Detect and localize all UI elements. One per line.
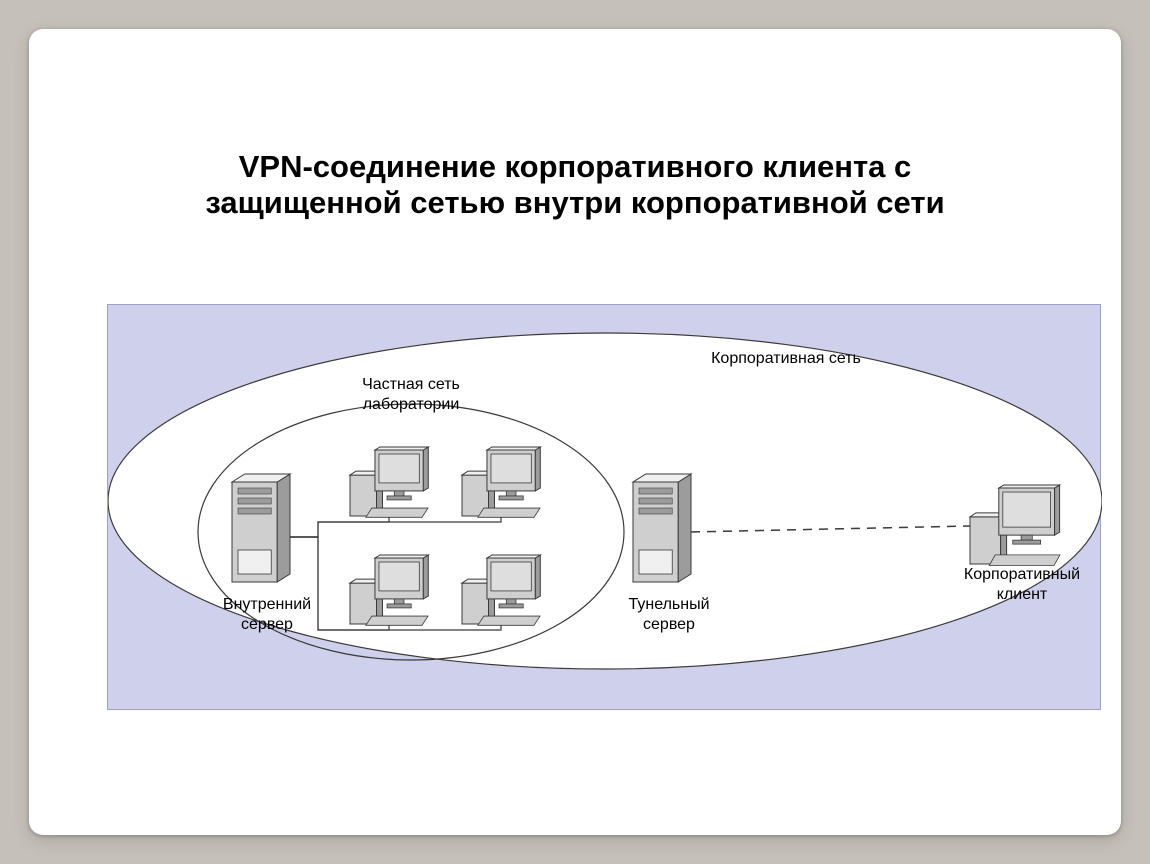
label-internal-server: Внутренний сервер: [197, 595, 337, 635]
diagram-container: Корпоративная сеть Частная сеть лаборато…: [107, 304, 1101, 710]
slide-title: VPN-соединение корпоративного клиента с …: [29, 149, 1121, 221]
network-diagram: [108, 305, 1102, 711]
content-card: VPN-соединение корпоративного клиента с …: [29, 29, 1121, 835]
label-lab-network: Частная сеть лаборатории: [311, 375, 511, 415]
label-corporate-client: Корпоративный клиент: [932, 565, 1112, 605]
label-corporate-network: Корпоративная сеть: [676, 349, 896, 369]
page-root: VPN-соединение корпоративного клиента с …: [0, 0, 1150, 864]
label-tunnel-server: Тунельный сервер: [599, 595, 739, 635]
